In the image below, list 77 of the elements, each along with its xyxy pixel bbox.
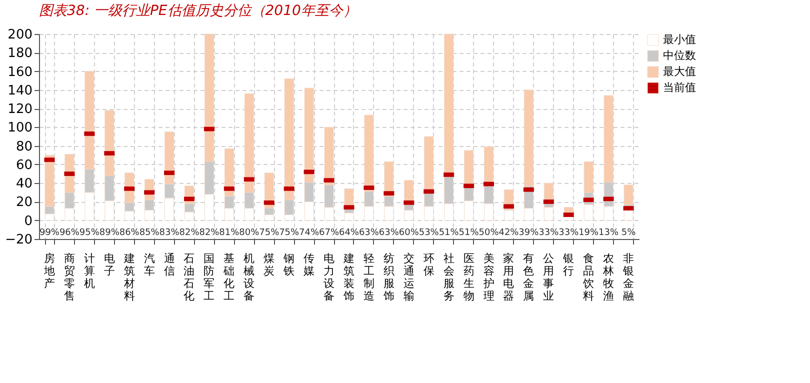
x-tick-label: 社会服务 bbox=[443, 252, 454, 302]
y-tick-label: 120 bbox=[8, 102, 32, 118]
annotation: 83% bbox=[159, 228, 180, 238]
y-tick-label: −20 bbox=[5, 232, 32, 248]
x-tick-label: 交通运输 bbox=[403, 252, 414, 302]
x-tick-label: 煤炭 bbox=[264, 252, 275, 278]
y-tick-label: 200 bbox=[8, 28, 32, 42]
annotation: 64% bbox=[338, 228, 360, 238]
annotation: 39% bbox=[518, 228, 540, 238]
annotation: 13% bbox=[598, 228, 619, 238]
x-tick-label: 传媒 bbox=[304, 252, 315, 278]
legend-label: 中位数 bbox=[663, 49, 696, 62]
x-tick-label: 建筑装饰 bbox=[342, 252, 354, 302]
y-tick-label: 100 bbox=[8, 120, 32, 136]
annotation: 63% bbox=[378, 228, 400, 238]
annotation: 82% bbox=[199, 228, 220, 238]
y-tick-label: 0 bbox=[24, 214, 32, 229]
x-tick-label: 基础化工 bbox=[222, 252, 235, 302]
y-tick-label: 180 bbox=[8, 46, 32, 62]
annotation: 51% bbox=[438, 228, 460, 238]
y-tick-label: 140 bbox=[8, 83, 32, 98]
annotation: 99% bbox=[39, 228, 60, 238]
x-tick-label: 轻工制造 bbox=[363, 252, 374, 302]
annotation: 86% bbox=[119, 228, 140, 238]
legend-label: 最大值 bbox=[663, 65, 696, 78]
x-tick-label: 医药生物 bbox=[463, 252, 474, 302]
annotation: 5% bbox=[621, 228, 636, 238]
y-tick-label: 80 bbox=[16, 139, 32, 154]
x-tick-label: 钢铁 bbox=[282, 252, 295, 278]
x-tick-label: 机械设备 bbox=[244, 252, 255, 302]
annotation: 60% bbox=[398, 228, 420, 238]
annotation: 82% bbox=[179, 228, 200, 238]
annotation: 51% bbox=[458, 228, 480, 238]
legend-label: 当前值 bbox=[663, 81, 696, 94]
x-tick-label: 电力设备 bbox=[324, 252, 335, 302]
annotation: 67% bbox=[319, 228, 340, 238]
annotation: 81% bbox=[219, 228, 240, 238]
annotation: 80% bbox=[239, 228, 260, 238]
x-tick-label: 纺织服饰 bbox=[382, 252, 394, 302]
annotation: 96% bbox=[59, 228, 80, 238]
annotation: 75% bbox=[279, 228, 300, 238]
y-tick-label: 60 bbox=[16, 158, 32, 173]
annotation: 42% bbox=[498, 228, 520, 238]
annotation: 19% bbox=[578, 228, 600, 238]
y-tick-label: 20 bbox=[16, 195, 32, 210]
x-tick-label: 农林牧渔 bbox=[602, 252, 614, 302]
x-tick-label: 美容护理 bbox=[482, 252, 494, 302]
annotation: 63% bbox=[358, 228, 380, 238]
x-tick-label: 非银金融 bbox=[622, 252, 634, 302]
annotation: 74% bbox=[299, 228, 320, 238]
annotation: 33% bbox=[558, 228, 580, 238]
x-tick-label: 计算机 bbox=[84, 252, 95, 290]
x-tick-label: 通信 bbox=[164, 252, 175, 278]
x-tick-label: 有色金属 bbox=[523, 252, 534, 302]
y-tick-label: 40 bbox=[16, 176, 32, 192]
chart-title: 图表38: 一级行业PE估值历史分位（2010年至今） bbox=[39, 3, 357, 19]
x-tick-label: 汽车 bbox=[144, 252, 155, 278]
annotation: 53% bbox=[418, 228, 440, 238]
x-tick-label: 公用事业 bbox=[543, 252, 554, 302]
y-tick-label: 160 bbox=[8, 64, 32, 80]
annotation: 33% bbox=[538, 228, 560, 238]
annotation: 95% bbox=[79, 228, 100, 238]
x-tick-label: 环保 bbox=[423, 252, 434, 278]
x-tick-label: 石油石化 bbox=[184, 252, 195, 302]
annotation: 50% bbox=[478, 228, 500, 238]
x-tick-label: 国防军工 bbox=[204, 252, 215, 302]
x-tick-label: 食品饮料 bbox=[582, 252, 594, 302]
annotation: 75% bbox=[259, 228, 280, 238]
legend-label: 最小值 bbox=[663, 33, 696, 46]
x-tick-label: 建筑材料 bbox=[122, 252, 135, 302]
x-tick-label: 商贸零售 bbox=[64, 252, 75, 302]
x-tick-label: 家用电器 bbox=[503, 252, 514, 302]
x-tick-label: 房地产 bbox=[42, 252, 55, 290]
x-tick-label: 电子 bbox=[104, 252, 115, 278]
annotation: 85% bbox=[139, 228, 160, 238]
x-tick-label: 银行 bbox=[562, 252, 574, 278]
annotation: 89% bbox=[99, 228, 120, 238]
